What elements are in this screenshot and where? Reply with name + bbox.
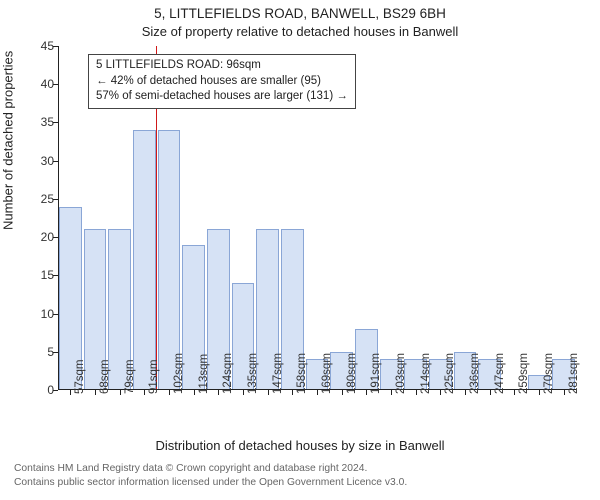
- x-tick-label: 158sqm: [296, 353, 308, 394]
- x-tick-mark: [440, 390, 441, 395]
- x-tick-mark: [194, 390, 195, 395]
- x-tick-mark: [120, 390, 121, 395]
- y-tick-mark: [53, 84, 58, 85]
- x-tick-mark: [465, 390, 466, 395]
- x-tick-mark: [416, 390, 417, 395]
- x-tick-label: 124sqm: [222, 353, 234, 394]
- y-axis-line: [58, 46, 59, 390]
- x-tick-mark: [317, 390, 318, 395]
- x-tick-mark: [144, 390, 145, 395]
- annotation-line: ← 42% of detached houses are smaller (95…: [96, 74, 348, 90]
- y-tick-label: 20: [41, 230, 54, 244]
- x-tick-mark: [514, 390, 515, 395]
- x-tick-mark: [218, 390, 219, 395]
- credits-line-2: Contains public sector information licen…: [14, 476, 586, 490]
- y-tick-mark: [53, 199, 58, 200]
- chart-title-sub: Size of property relative to detached ho…: [0, 24, 600, 39]
- y-tick-label: 10: [41, 307, 54, 321]
- y-tick-label: 25: [41, 192, 54, 206]
- x-tick-label: 57sqm: [74, 359, 86, 394]
- histogram-bar: [158, 130, 181, 390]
- y-tick-mark: [53, 314, 58, 315]
- y-tick-label: 30: [41, 154, 54, 168]
- x-tick-label: 135sqm: [247, 353, 259, 394]
- x-tick-mark: [366, 390, 367, 395]
- y-tick-mark: [53, 390, 58, 391]
- y-tick-mark: [53, 275, 58, 276]
- x-tick-mark: [243, 390, 244, 395]
- annotation-box: 5 LITTLEFIELDS ROAD: 96sqm← 42% of detac…: [88, 54, 356, 109]
- x-tick-label: 236sqm: [469, 353, 481, 394]
- y-tick-mark: [53, 161, 58, 162]
- x-tick-label: 79sqm: [124, 359, 136, 394]
- x-tick-label: 270sqm: [543, 353, 555, 394]
- x-tick-mark: [169, 390, 170, 395]
- y-tick-label: 40: [41, 77, 54, 91]
- x-axis-label: Distribution of detached houses by size …: [0, 438, 600, 453]
- x-tick-mark: [292, 390, 293, 395]
- y-tick-label: 15: [41, 268, 54, 282]
- x-tick-mark: [539, 390, 540, 395]
- x-tick-mark: [268, 390, 269, 395]
- x-tick-label: 281sqm: [568, 353, 580, 394]
- y-tick-mark: [53, 46, 58, 47]
- x-tick-label: 169sqm: [321, 353, 333, 394]
- x-tick-mark: [564, 390, 565, 395]
- y-tick-label: 35: [41, 115, 54, 129]
- x-tick-label: 147sqm: [272, 353, 284, 394]
- x-axis-ticks: 57sqm68sqm79sqm91sqm102sqm113sqm124sqm13…: [58, 392, 576, 438]
- x-tick-label: 91sqm: [148, 359, 160, 394]
- annotation-line: 5 LITTLEFIELDS ROAD: 96sqm: [96, 58, 348, 74]
- y-tick-mark: [53, 122, 58, 123]
- x-tick-label: 180sqm: [346, 353, 358, 394]
- x-tick-mark: [342, 390, 343, 395]
- x-tick-mark: [490, 390, 491, 395]
- histogram-bar: [133, 130, 156, 390]
- x-tick-mark: [70, 390, 71, 395]
- x-tick-mark: [391, 390, 392, 395]
- x-tick-label: 225sqm: [444, 353, 456, 394]
- annotation-line: 57% of semi-detached houses are larger (…: [96, 89, 348, 105]
- x-tick-label: 191sqm: [370, 353, 382, 394]
- y-axis-ticks: 051015202530354045: [0, 46, 58, 390]
- credits-line-1: Contains HM Land Registry data © Crown c…: [14, 462, 586, 476]
- x-tick-mark: [95, 390, 96, 395]
- y-tick-label: 45: [41, 39, 54, 53]
- y-tick-mark: [53, 352, 58, 353]
- x-tick-label: 214sqm: [420, 353, 432, 394]
- x-tick-label: 68sqm: [99, 359, 111, 394]
- y-tick-mark: [53, 237, 58, 238]
- x-tick-label: 203sqm: [395, 353, 407, 394]
- x-tick-label: 113sqm: [198, 354, 210, 394]
- plot-area: 5 LITTLEFIELDS ROAD: 96sqm← 42% of detac…: [58, 46, 576, 390]
- chart-title-main: 5, LITTLEFIELDS ROAD, BANWELL, BS29 6BH: [0, 6, 600, 21]
- x-tick-label: 247sqm: [494, 353, 506, 394]
- x-tick-label: 102sqm: [173, 353, 185, 394]
- credits: Contains HM Land Registry data © Crown c…: [14, 462, 586, 490]
- x-tick-label: 259sqm: [518, 353, 530, 394]
